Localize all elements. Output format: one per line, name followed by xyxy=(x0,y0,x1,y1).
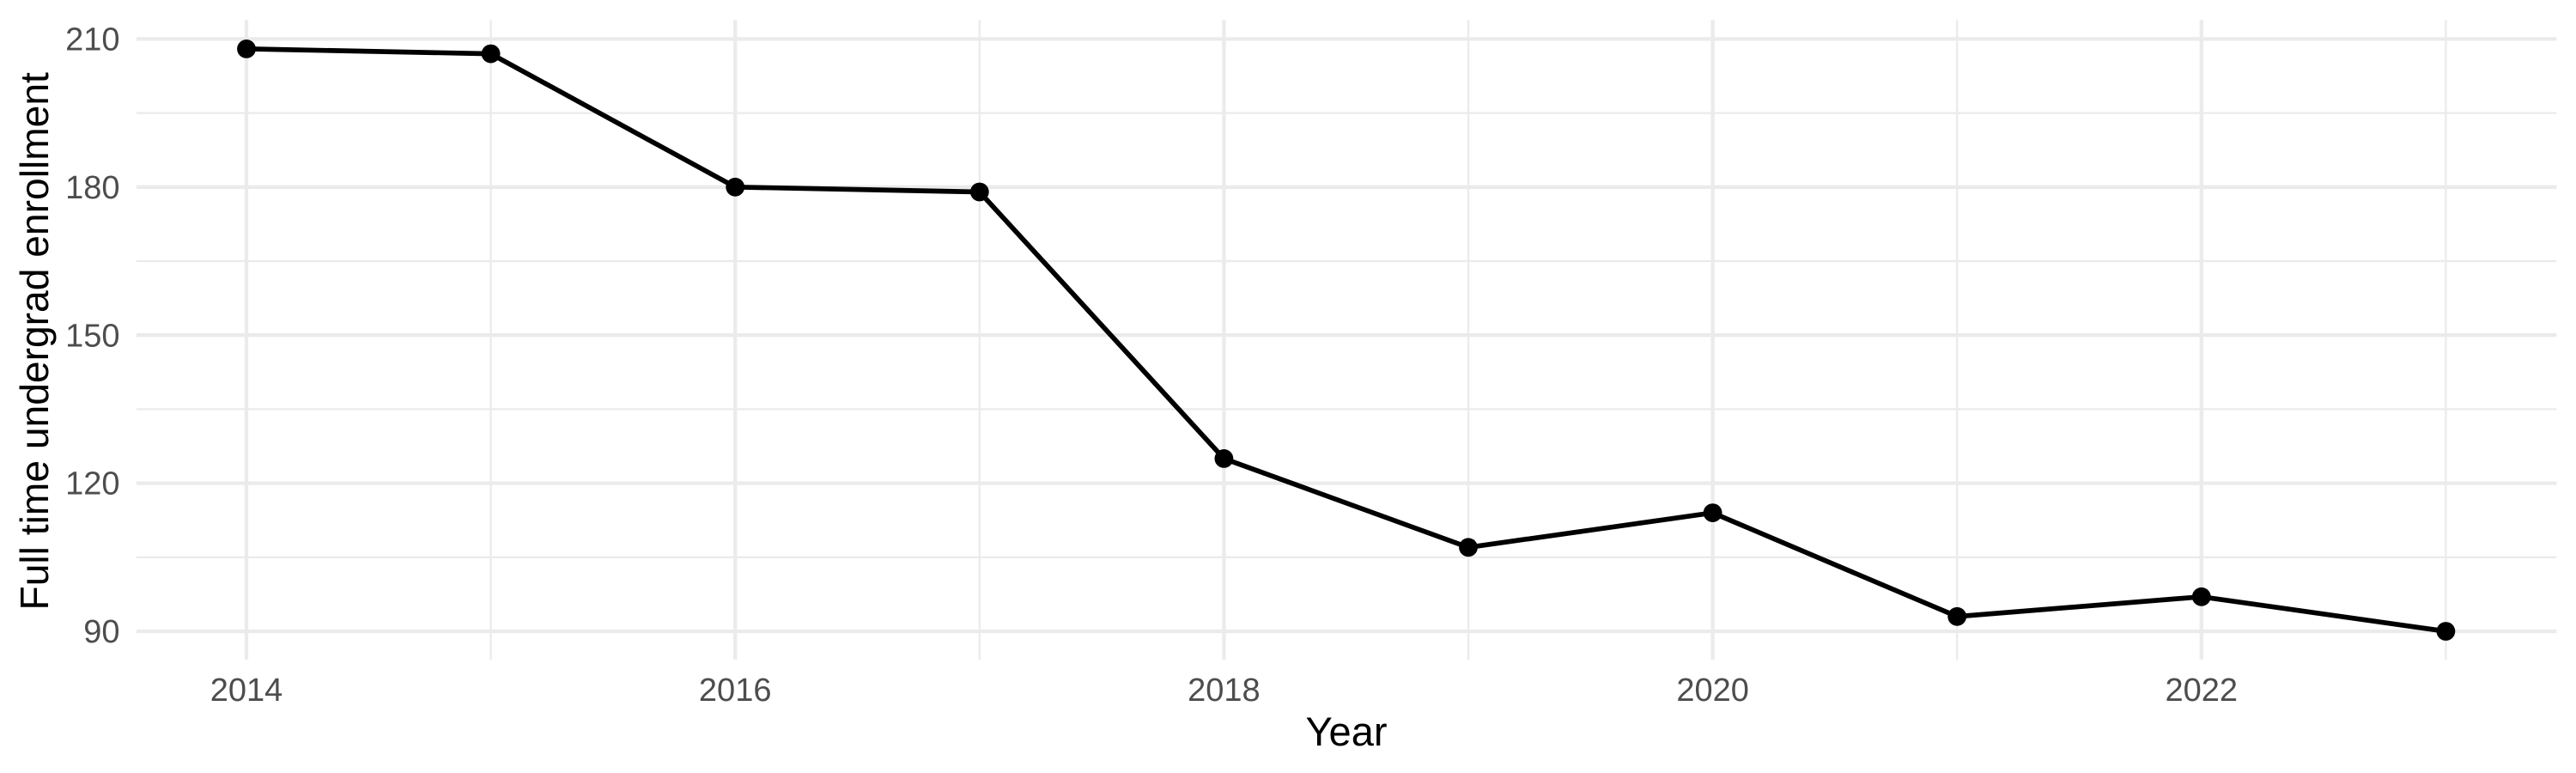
svg-text:210: 210 xyxy=(65,22,119,58)
svg-text:2014: 2014 xyxy=(210,673,283,709)
svg-text:180: 180 xyxy=(65,170,119,206)
svg-text:2022: 2022 xyxy=(2166,673,2239,709)
svg-text:150: 150 xyxy=(65,318,119,354)
svg-text:120: 120 xyxy=(65,466,119,502)
svg-text:Full time undergrad enrollment: Full time undergrad enrollment xyxy=(12,72,57,611)
svg-text:2016: 2016 xyxy=(699,673,772,709)
svg-text:2020: 2020 xyxy=(1676,673,1749,709)
svg-text:2018: 2018 xyxy=(1188,673,1261,709)
svg-text:90: 90 xyxy=(83,614,119,650)
svg-text:Year: Year xyxy=(1306,709,1388,754)
